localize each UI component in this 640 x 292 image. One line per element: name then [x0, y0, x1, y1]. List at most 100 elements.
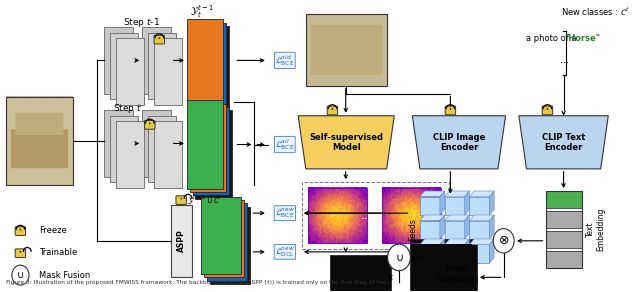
- Text: $\cup$: $\cup$: [395, 252, 403, 263]
- Text: $\mathcal{L}^{all}_{\mathrm{BCE}}$: $\mathcal{L}^{all}_{\mathrm{BCE}}$: [275, 137, 294, 152]
- Bar: [110, 33, 138, 99]
- FancyBboxPatch shape: [445, 106, 456, 115]
- Bar: [445, 197, 465, 215]
- Text: CLIP Text
Encoder: CLIP Text Encoder: [542, 133, 585, 152]
- Polygon shape: [440, 191, 445, 215]
- Bar: [195, 110, 232, 199]
- Bar: [306, 14, 387, 86]
- Circle shape: [159, 37, 160, 39]
- Bar: [410, 239, 477, 292]
- Bar: [116, 121, 144, 188]
- Polygon shape: [465, 215, 469, 239]
- Circle shape: [449, 108, 451, 110]
- Bar: [204, 200, 244, 277]
- Polygon shape: [445, 239, 469, 244]
- Bar: [469, 220, 490, 239]
- Text: $\mathcal{L}^{old}_{\mathrm{BCE}}$: $\mathcal{L}^{old}_{\mathrm{BCE}}$: [275, 53, 294, 68]
- Bar: [545, 211, 582, 228]
- FancyBboxPatch shape: [145, 121, 155, 129]
- Text: a photo of a: a photo of a: [527, 34, 577, 43]
- Polygon shape: [469, 239, 494, 244]
- Text: Self-supervised
Model: Self-supervised Model: [309, 133, 383, 152]
- Text: $\otimes$: $\otimes$: [498, 234, 509, 247]
- Bar: [445, 220, 465, 239]
- Bar: [189, 104, 226, 192]
- Bar: [469, 197, 490, 215]
- Bar: [420, 244, 440, 263]
- Text: $\mathcal{Y}^{t-1} \cup \mathcal{C}^t$: $\mathcal{Y}^{t-1} \cup \mathcal{C}^t$: [187, 193, 222, 206]
- Polygon shape: [420, 191, 445, 197]
- Bar: [545, 228, 582, 231]
- Bar: [148, 33, 177, 99]
- Bar: [110, 116, 138, 182]
- Bar: [415, 244, 472, 292]
- Text: Image
Embedding: Image Embedding: [435, 264, 479, 284]
- Bar: [193, 26, 228, 109]
- Polygon shape: [469, 215, 494, 220]
- FancyBboxPatch shape: [15, 227, 26, 235]
- FancyBboxPatch shape: [154, 35, 164, 44]
- Bar: [308, 188, 367, 243]
- Bar: [148, 116, 177, 182]
- Bar: [171, 205, 191, 277]
- Polygon shape: [490, 239, 494, 263]
- Circle shape: [180, 198, 182, 200]
- Text: New classes : $\mathcal{C}^t$: New classes : $\mathcal{C}^t$: [561, 6, 630, 18]
- Bar: [545, 208, 582, 211]
- Bar: [334, 261, 387, 292]
- Text: Trainable: Trainable: [40, 248, 77, 258]
- Polygon shape: [420, 239, 445, 244]
- Bar: [142, 27, 171, 94]
- Text: CLIP Image
Encoder: CLIP Image Encoder: [433, 133, 485, 152]
- Bar: [330, 255, 392, 292]
- Polygon shape: [440, 239, 445, 263]
- Circle shape: [149, 122, 150, 124]
- Bar: [545, 191, 582, 268]
- Bar: [545, 231, 582, 248]
- Circle shape: [547, 108, 548, 110]
- Text: Seeds: Seeds: [409, 218, 418, 241]
- Bar: [445, 244, 465, 263]
- Bar: [302, 182, 449, 248]
- Circle shape: [20, 251, 21, 253]
- Text: Mask Fusion: Mask Fusion: [40, 271, 91, 280]
- Bar: [382, 188, 441, 243]
- Text: ...: ...: [560, 55, 569, 65]
- Text: $\mathcal{Y}^{t-1}_t$: $\mathcal{Y}^{t-1}_t$: [190, 3, 214, 20]
- Bar: [201, 197, 241, 274]
- Circle shape: [20, 229, 21, 231]
- Bar: [545, 248, 582, 251]
- Bar: [210, 206, 250, 284]
- Circle shape: [12, 265, 29, 285]
- Polygon shape: [412, 116, 506, 169]
- Polygon shape: [445, 215, 469, 220]
- Text: Freeze: Freeze: [40, 226, 67, 235]
- Circle shape: [388, 244, 410, 271]
- Text: Text
Embedding: Text Embedding: [586, 208, 605, 251]
- Bar: [193, 107, 228, 195]
- Bar: [187, 20, 223, 102]
- Polygon shape: [440, 215, 445, 239]
- Bar: [154, 121, 182, 188]
- Bar: [154, 38, 182, 105]
- Polygon shape: [465, 239, 469, 263]
- FancyBboxPatch shape: [542, 106, 553, 115]
- Text: ASPP: ASPP: [177, 230, 186, 252]
- FancyBboxPatch shape: [327, 106, 338, 115]
- Bar: [189, 23, 226, 106]
- Bar: [104, 27, 132, 94]
- Circle shape: [332, 108, 333, 110]
- Text: $\cup$: $\cup$: [17, 270, 24, 280]
- Text: $\mathcal{L}^{new}_{\mathrm{DCL}}$: $\mathcal{L}^{new}_{\mathrm{DCL}}$: [275, 245, 295, 259]
- Circle shape: [493, 229, 514, 253]
- Polygon shape: [420, 215, 445, 220]
- Text: Step $t$: Step $t$: [113, 102, 143, 114]
- Bar: [545, 251, 582, 268]
- Bar: [104, 110, 132, 177]
- Bar: [334, 261, 387, 292]
- Bar: [420, 220, 440, 239]
- Bar: [415, 244, 472, 292]
- Bar: [187, 100, 223, 189]
- Bar: [142, 110, 171, 177]
- FancyBboxPatch shape: [176, 196, 186, 204]
